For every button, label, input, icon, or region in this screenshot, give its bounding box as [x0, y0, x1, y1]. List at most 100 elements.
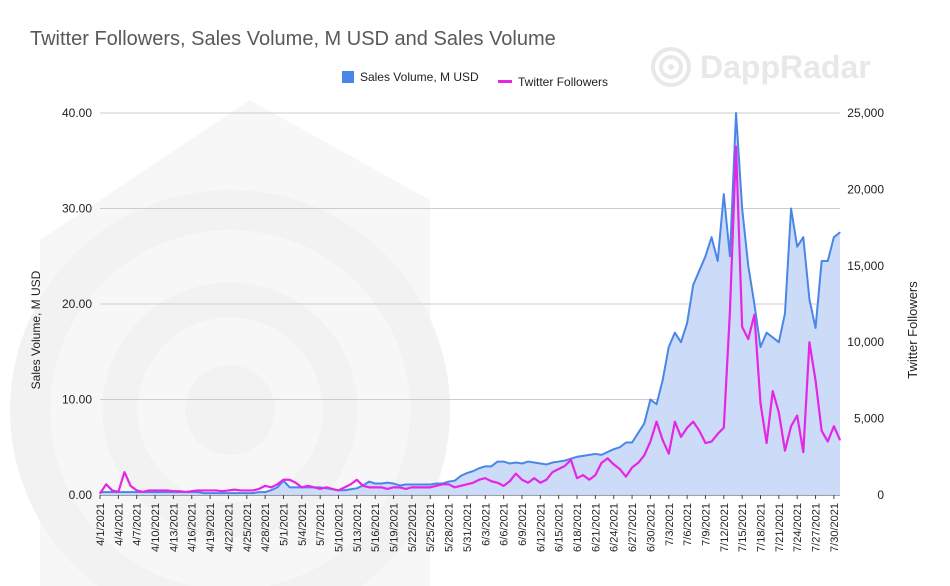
sales-volume-point	[827, 260, 829, 262]
twitter-followers-point	[613, 463, 615, 466]
twitter-followers-point	[417, 486, 419, 488]
legend-swatch-sales-volume	[341, 71, 354, 83]
sales-volume-point	[209, 492, 211, 494]
sales-volume-point	[649, 398, 652, 401]
sales-volume-point	[637, 432, 639, 434]
sales-volume-line	[100, 112, 841, 495]
sales-volume-point	[784, 312, 786, 315]
twitter-followers-point	[191, 490, 193, 492]
sales-volume-point	[503, 460, 505, 463]
y-right-tick-label: 0	[877, 488, 884, 502]
x-tick-label: 4/10/2021	[150, 503, 162, 552]
x-tick-label: 6/18/2021	[572, 503, 584, 552]
twitter-followers-point	[172, 490, 174, 492]
twitter-followers-point	[631, 466, 633, 469]
sales-volume-point	[319, 486, 321, 488]
twitter-followers-point	[99, 492, 101, 495]
twitter-followers-point	[814, 379, 817, 381]
sales-volume-point	[270, 489, 272, 491]
twitter-followers-point	[668, 453, 670, 455]
twitter-followers-point	[258, 488, 260, 490]
twitter-followers-point	[472, 482, 474, 484]
twitter-followers-point	[503, 485, 505, 487]
y-left-tick-label: 0.00	[69, 488, 93, 502]
twitter-followers-point	[301, 486, 303, 488]
dappradar-watermark: DappRadar	[650, 46, 871, 88]
twitter-followers-point	[594, 474, 596, 476]
sales-volume-point	[307, 486, 309, 488]
sales-volume-point	[704, 255, 707, 257]
sales-volume-point	[344, 489, 346, 491]
x-tick-label: 5/31/2021	[462, 503, 474, 552]
sales-volume-point	[496, 460, 499, 463]
sales-volume-point	[258, 491, 260, 493]
twitter-followers-point	[221, 490, 223, 492]
chart-legend: Sales Volume, M USD Twitter Followers	[0, 70, 950, 89]
twitter-followers-point	[380, 486, 382, 488]
x-tick-label: 5/1/2021	[278, 503, 290, 546]
sales-volume-point	[717, 260, 719, 262]
twitter-followers-point	[178, 490, 181, 492]
sales-volume-point	[772, 336, 774, 339]
sales-volume-point	[478, 467, 480, 469]
twitter-followers-point	[741, 326, 743, 328]
x-tick-label: 5/28/2021	[444, 503, 456, 552]
twitter-followers-point	[735, 146, 737, 148]
twitter-followers-point	[331, 488, 333, 490]
twitter-followers-point	[766, 442, 768, 444]
x-tick-label: 5/22/2021	[407, 503, 419, 552]
twitter-followers-point	[564, 465, 566, 467]
twitter-followers-point	[374, 486, 376, 488]
sales-volume-point	[613, 448, 615, 450]
sales-volume-point	[227, 492, 230, 494]
y-axis-right-label: Twitter Followers	[905, 281, 920, 379]
x-tick-label: 5/10/2021	[334, 503, 346, 552]
sales-volume-point	[643, 422, 645, 424]
twitter-followers-point	[227, 489, 230, 492]
sales-volume-point	[558, 460, 560, 463]
twitter-followers-point	[233, 489, 236, 491]
x-tick-label: 7/21/2021	[774, 503, 786, 552]
x-tick-label: 6/21/2021	[590, 503, 602, 552]
y-right-tick-label: 20,000	[847, 182, 884, 196]
twitter-followers-point	[313, 486, 315, 488]
twitter-followers-point	[288, 479, 291, 481]
sales-volume-point	[460, 475, 462, 477]
sales-volume-point	[576, 456, 578, 458]
twitter-followers-point	[496, 482, 499, 484]
sales-volume-point	[356, 487, 358, 489]
y-right-tick-label: 5,000	[854, 412, 884, 426]
x-tick-label: 4/7/2021	[132, 503, 144, 546]
x-tick-label: 6/27/2021	[627, 503, 639, 552]
twitter-followers-point	[710, 440, 713, 443]
twitter-followers-point	[490, 480, 493, 482]
twitter-followers-point	[827, 440, 829, 443]
twitter-followers-point	[753, 314, 755, 316]
x-tick-label: 4/22/2021	[223, 503, 235, 552]
x-tick-label: 5/19/2021	[389, 503, 401, 552]
twitter-followers-point	[423, 486, 425, 488]
sales-volume-point	[105, 491, 107, 493]
twitter-followers-point	[723, 427, 725, 429]
twitter-followers-point	[435, 485, 437, 487]
twitter-followers-point	[637, 462, 639, 464]
twitter-followers-point	[839, 439, 841, 441]
x-tick-label: 7/12/2021	[719, 503, 731, 552]
twitter-followers-point	[454, 486, 456, 488]
sales-volume-point	[221, 492, 223, 494]
sales-volume-point	[625, 441, 627, 444]
twitter-followers-point	[833, 425, 835, 427]
twitter-followers-point	[655, 421, 658, 423]
twitter-followers-point	[772, 390, 774, 392]
sales-volume-point	[662, 379, 664, 381]
sales-volume-point	[631, 441, 633, 444]
x-tick-label: 6/6/2021	[499, 503, 511, 546]
twitter-followers-point	[350, 483, 352, 485]
sales-volume-point	[154, 491, 156, 493]
sales-volume-area-series	[99, 112, 841, 495]
twitter-followers-point	[747, 338, 749, 340]
twitter-followers-point	[539, 482, 541, 484]
sales-volume-point	[166, 491, 168, 493]
twitter-followers-point	[319, 488, 321, 490]
twitter-followers-point	[356, 479, 358, 481]
